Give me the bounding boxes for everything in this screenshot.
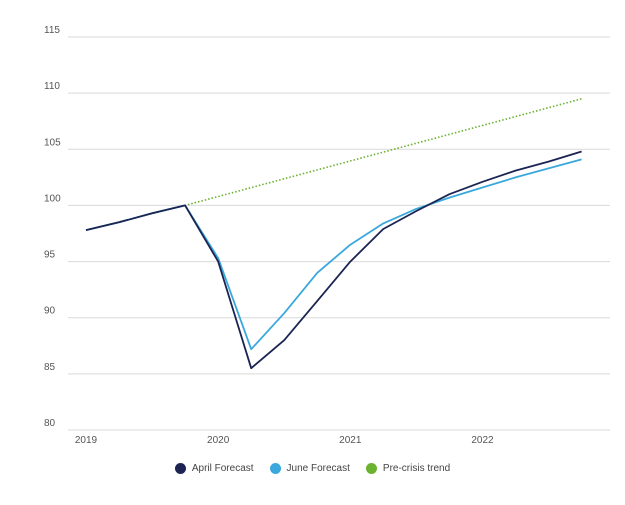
legend-item[interactable]: June Forecast	[269, 463, 350, 474]
y-tick-label: 105	[44, 137, 61, 148]
legend-marker-icon	[365, 463, 377, 474]
series-lines	[85, 98, 582, 370]
y-tick-label: 100	[44, 193, 61, 204]
y-tick-label: 80	[44, 418, 56, 429]
y-tick-label: 85	[44, 362, 56, 373]
legend-label: April Forecast	[191, 463, 254, 474]
y-tick-label: 90	[44, 306, 56, 317]
legend-label: Pre-crisis trend	[382, 463, 451, 474]
x-tick-label: 2020	[207, 435, 230, 446]
x-axis-ticks: 2019 2020 2021 2022	[75, 435, 494, 446]
x-tick-label: 2019	[75, 435, 98, 446]
y-tick-label: 95	[44, 250, 56, 261]
legend-marker-icon	[174, 463, 186, 474]
legend-item[interactable]: Pre-crisis trend	[365, 463, 451, 474]
y-tick-label: 115	[44, 25, 60, 36]
y-axis-ticks: 115 110 105 100 95 90 85 80	[44, 25, 61, 429]
x-tick-label: 2022	[471, 435, 494, 446]
legend: April Forecast June Forecast Pre-crisis tr…	[0, 463, 625, 474]
gridlines	[68, 36, 610, 431]
series-line-april-forecast	[85, 150, 582, 370]
y-tick-label: 110	[44, 81, 60, 92]
series-line-june-forecast	[85, 158, 582, 351]
legend-marker-icon	[269, 463, 281, 474]
x-tick-label: 2021	[339, 435, 362, 446]
legend-item[interactable]: April Forecast	[174, 463, 254, 474]
legend-label: June Forecast	[286, 463, 350, 474]
